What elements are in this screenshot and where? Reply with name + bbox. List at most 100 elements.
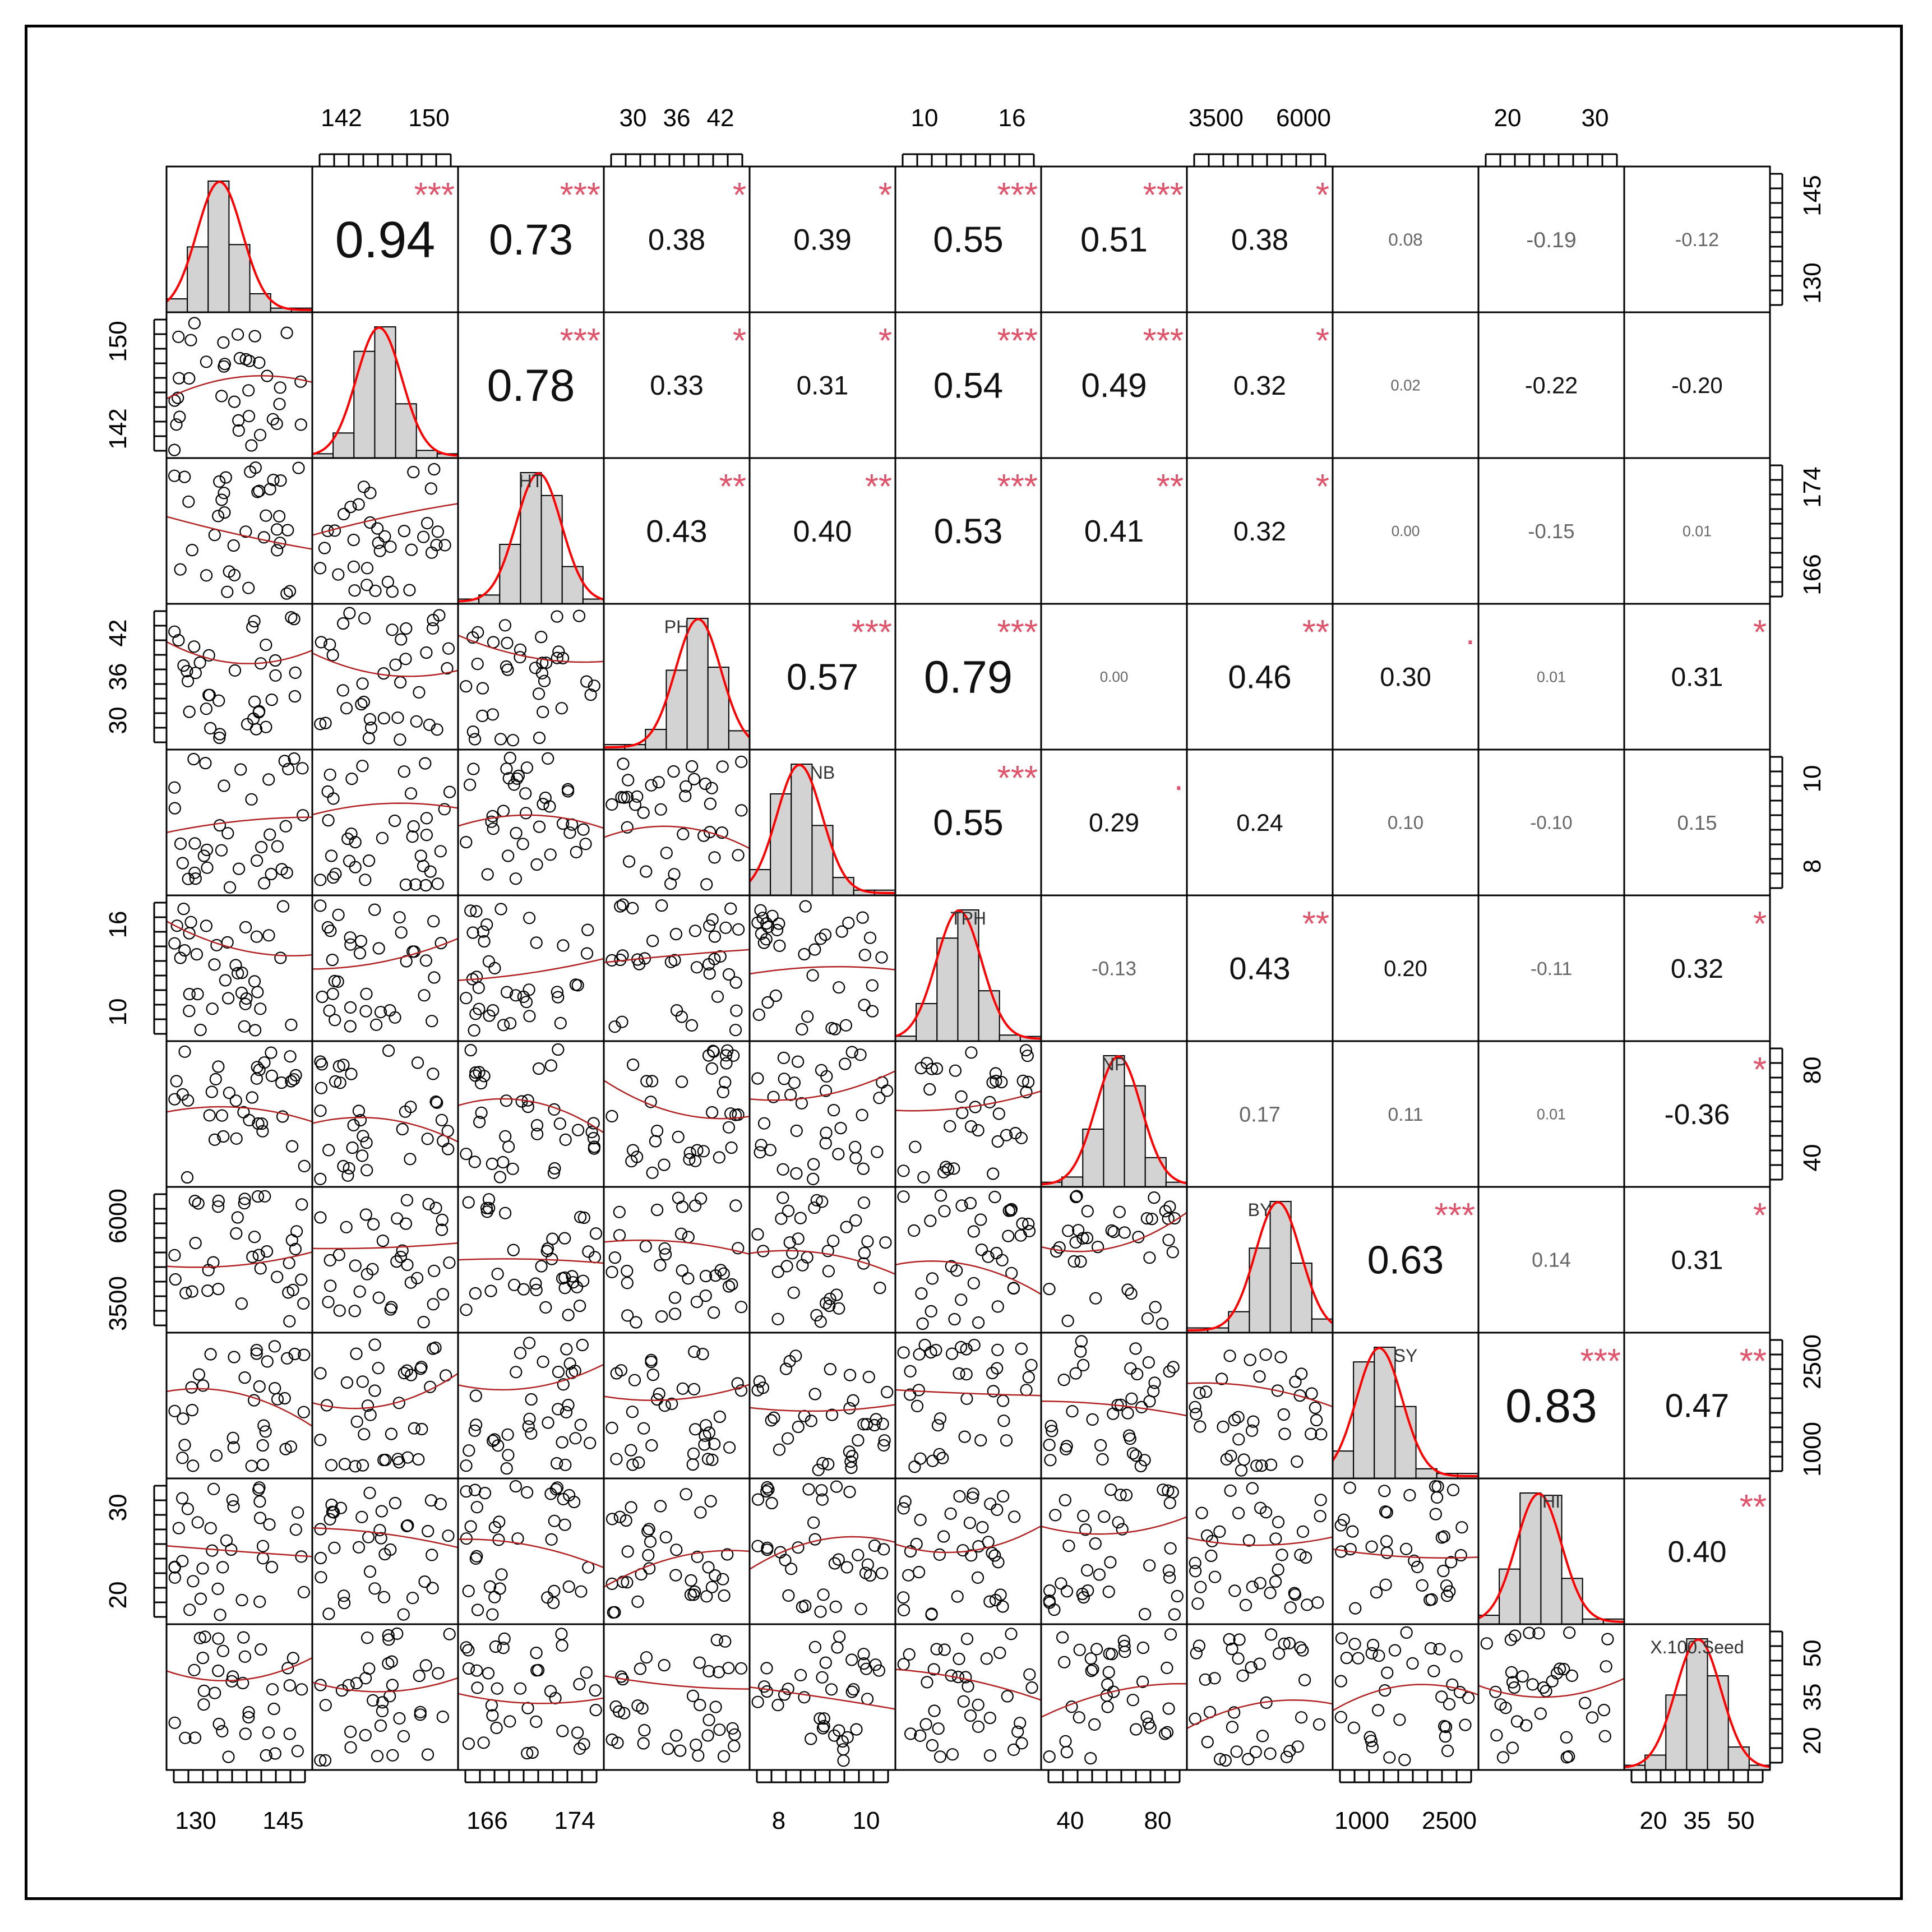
- scatter-point: [706, 1453, 719, 1466]
- scatter-point: [186, 543, 198, 557]
- scatter-point: [329, 1075, 342, 1088]
- scatter-point: [535, 630, 548, 644]
- scatter-point: [687, 773, 701, 785]
- scatter-point: [168, 1561, 181, 1574]
- scatter-point: [530, 1715, 543, 1728]
- scatter-point: [253, 1064, 266, 1076]
- scatter-point: [713, 1151, 725, 1164]
- correlation-value: 0.57: [787, 656, 858, 697]
- scatter-point: [934, 1189, 947, 1202]
- scatter-point: [251, 986, 264, 999]
- scatter-point: [700, 878, 713, 891]
- scatter-point: [1120, 1489, 1133, 1501]
- scatter-point: [631, 1595, 644, 1608]
- scatter-point: [606, 798, 618, 811]
- scatter-point: [964, 1709, 977, 1722]
- correlation-value: 0.00: [1392, 523, 1420, 539]
- scatter-point: [1062, 1224, 1075, 1237]
- correlation-value: 0.08: [1388, 229, 1423, 249]
- scatter-point: [225, 1543, 238, 1556]
- scatter-point: [563, 826, 576, 839]
- scatter-point: [717, 1573, 729, 1586]
- scatter-point: [1435, 1690, 1448, 1703]
- scatter-point: [996, 1600, 1009, 1613]
- scatter-point: [168, 1249, 181, 1261]
- scatter-point: [469, 1066, 482, 1079]
- scatter-point: [1349, 1602, 1362, 1615]
- scatter-point: [466, 631, 479, 644]
- scatter-point: [1223, 1633, 1236, 1646]
- scatter-point: [1087, 1663, 1099, 1676]
- scatter-point: [530, 1283, 543, 1296]
- scatter-point: [238, 1020, 251, 1033]
- scatter-point: [680, 780, 692, 793]
- scatter-point: [488, 962, 501, 975]
- scatter-point: [857, 1648, 870, 1661]
- scatter-point: [324, 925, 337, 937]
- scatter-point: [274, 474, 287, 487]
- scatter-point: [260, 1749, 272, 1762]
- scatter-point: [567, 1495, 581, 1509]
- scatter-panel: [603, 898, 750, 1037]
- histogram-bar: [1269, 1201, 1292, 1333]
- scatter-point: [200, 355, 212, 368]
- scatter-point: [960, 1392, 973, 1405]
- scatter-point: [193, 1631, 206, 1644]
- scatter-point: [170, 1075, 183, 1088]
- scatter-point: [958, 1430, 971, 1443]
- scatter-point: [221, 585, 234, 598]
- scatter-point: [812, 1463, 825, 1476]
- scatter-point: [1043, 1596, 1056, 1609]
- scatter-point: [933, 1412, 947, 1425]
- scatter-point: [1142, 1356, 1155, 1369]
- scatter-point: [554, 1016, 567, 1030]
- scatter-point: [482, 1193, 496, 1206]
- histogram-bar: [770, 793, 792, 896]
- scatter-point: [206, 1002, 219, 1015]
- scatter-point: [1118, 1226, 1131, 1239]
- scatter-point: [271, 1270, 284, 1283]
- scatter-point: [253, 705, 266, 718]
- scatter-point: [239, 525, 252, 538]
- scatter-point: [769, 989, 782, 1002]
- scatter-point: [857, 1257, 870, 1270]
- scatter-point: [289, 666, 302, 680]
- scatter-point: [1005, 1628, 1018, 1640]
- scatter-point: [1124, 1432, 1136, 1445]
- scatter-panel: [312, 1194, 459, 1329]
- scatter-point: [897, 1603, 910, 1616]
- scatter-point: [263, 1518, 276, 1531]
- scatter-point: [614, 900, 627, 913]
- scatter-point: [562, 1309, 575, 1321]
- scatter-point: [413, 686, 426, 699]
- scatter-point: [866, 1005, 879, 1018]
- scatter-point: [912, 1384, 925, 1397]
- scatter-point: [897, 1591, 910, 1604]
- scatter-point: [354, 935, 368, 947]
- scatter-point: [670, 1543, 683, 1556]
- tick-label: 20: [1640, 1807, 1667, 1834]
- scatter-point: [634, 1662, 647, 1675]
- scatter-point: [517, 1283, 530, 1296]
- scatter-point: [342, 1679, 355, 1691]
- scatter-point: [1043, 1584, 1056, 1597]
- scatter-point: [1144, 1721, 1157, 1734]
- scatter-point: [314, 1055, 327, 1068]
- scatter-point: [620, 1514, 632, 1527]
- scatter-point: [897, 1502, 910, 1515]
- scatter-point: [411, 1056, 424, 1069]
- scatter-point: [787, 1286, 800, 1299]
- scatter-panel: [457, 751, 604, 885]
- scatter-point: [778, 1688, 791, 1701]
- scatter-point: [488, 1433, 501, 1446]
- correlation-value: 0.11: [1388, 1104, 1423, 1125]
- scatter-point: [537, 705, 549, 719]
- smooth-line: [312, 503, 459, 536]
- scatter-point: [1159, 1205, 1172, 1218]
- scatter-point: [904, 1727, 917, 1740]
- scatter-point: [771, 1699, 784, 1712]
- scatter-point: [500, 762, 513, 775]
- scatter-point: [1438, 1720, 1451, 1732]
- scatter-point: [1059, 1735, 1072, 1748]
- scatter-point: [295, 1683, 308, 1696]
